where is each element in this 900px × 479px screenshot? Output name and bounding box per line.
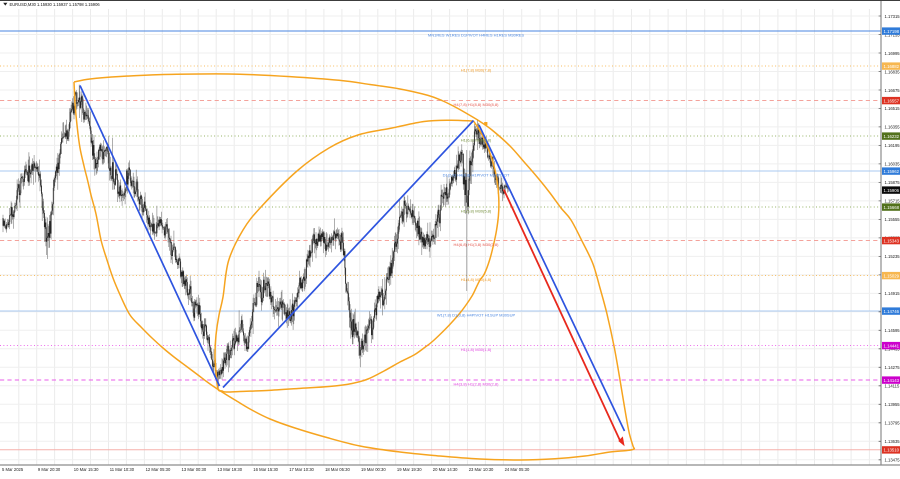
svg-text:20 Mar 14:30: 20 Mar 14:30: [433, 467, 458, 472]
svg-text:1.16675: 1.16675: [885, 88, 900, 93]
svg-text:1.13795: 1.13795: [885, 421, 900, 426]
svg-text:H1(6,8) M30(6,8): H1(6,8) M30(6,8): [461, 137, 492, 142]
svg-text:17 Mar 10:30: 17 Mar 10:30: [289, 467, 314, 472]
svg-text:1.16557: 1.16557: [884, 98, 900, 103]
svg-text:1.15029: 1.15029: [884, 273, 900, 278]
svg-text:1.15962: 1.15962: [884, 169, 900, 174]
svg-text:19 Mar 19:30: 19 Mar 19:30: [397, 467, 422, 472]
svg-text:10 Mar 15:30: 10 Mar 15:30: [74, 467, 99, 472]
svg-text:1.13955: 1.13955: [885, 402, 900, 407]
svg-text:1.14441: 1.14441: [884, 343, 900, 348]
svg-text:23 Mar 10:30: 23 Mar 10:30: [469, 467, 494, 472]
svg-text:1.16232: 1.16232: [884, 134, 900, 139]
svg-text:D1(2,8) H4(8,8) H1PIVOT M30PIV: D1(2,8) H4(8,8) H1PIVOT M30PIVOT: [443, 172, 510, 177]
svg-text:1.15906: 1.15906: [884, 188, 900, 193]
svg-text:1.16882: 1.16882: [884, 64, 900, 69]
svg-text:1.16195: 1.16195: [885, 143, 900, 148]
svg-text:18 Mar 05:30: 18 Mar 05:30: [325, 467, 350, 472]
svg-text:1.17315: 1.17315: [885, 14, 900, 19]
svg-text:1.16355: 1.16355: [885, 125, 900, 130]
svg-text:13 Mar 00:30: 13 Mar 00:30: [182, 467, 207, 472]
svg-text:9 Mar 20:30: 9 Mar 20:30: [38, 467, 61, 472]
svg-text:H1(4,8) M30(4,8): H1(4,8) M30(4,8): [461, 277, 492, 282]
svg-text:H1(5,8) M30(5,8): H1(5,8) M30(5,8): [461, 208, 492, 213]
svg-text:1.15343: 1.15343: [884, 238, 900, 243]
svg-text:1.14143: 1.14143: [884, 378, 900, 383]
svg-text:H1(7,8) M30(7,8): H1(7,8) M30(7,8): [461, 67, 492, 72]
svg-text:1.13475: 1.13475: [885, 458, 900, 463]
svg-text:1.15875: 1.15875: [885, 180, 900, 185]
svg-text:1.14275: 1.14275: [885, 365, 900, 370]
svg-text:1.15235: 1.15235: [885, 254, 900, 259]
svg-text:MN1RES W1RES D1PIVOT H4RES H1R: MN1RES W1RES D1PIVOT H4RES H1RES M30RES: [428, 32, 525, 37]
svg-text:EURUSD,M30 1.15930 1.15937 1.: EURUSD,M30 1.15930 1.15937 1.15798 1.159…: [10, 2, 101, 7]
svg-text:11 Mar 10:30: 11 Mar 10:30: [110, 467, 135, 472]
svg-text:1.14915: 1.14915: [885, 291, 900, 296]
svg-text:1.15668: 1.15668: [884, 205, 900, 210]
svg-text:16 Mar 15:30: 16 Mar 15:30: [253, 467, 278, 472]
svg-text:1.16515: 1.16515: [885, 106, 900, 111]
svg-text:H4(6,8) H1(3,8) M30(3,8): H4(6,8) H1(3,8) M30(3,8): [454, 242, 500, 247]
svg-text:1.16995: 1.16995: [885, 51, 900, 56]
svg-text:24 Mar 05:30: 24 Mar 05:30: [505, 467, 530, 472]
svg-text:1.16035: 1.16035: [885, 162, 900, 167]
svg-text:1.13635: 1.13635: [885, 439, 900, 444]
svg-text:H4(3,8) H1(2,8) M30(2,8): H4(3,8) H1(2,8) M30(2,8): [454, 381, 500, 386]
svg-text:W1(7,8) D1(3,8) H4PIVOT H1SUP: W1(7,8) D1(3,8) H4PIVOT H1SUP M30SUP: [437, 312, 516, 317]
svg-text:1.15555: 1.15555: [885, 217, 900, 222]
svg-text:1.14115: 1.14115: [885, 384, 900, 389]
svg-text:H1(1,8) M30(1,8): H1(1,8) M30(1,8): [461, 347, 492, 352]
svg-text:1.13510: 1.13510: [884, 448, 900, 453]
svg-text:12 Mar 05:30: 12 Mar 05:30: [146, 467, 171, 472]
svg-text:1.16835: 1.16835: [885, 69, 900, 74]
svg-text:5 Mar 2025: 5 Mar 2025: [2, 467, 24, 472]
svg-text:1.14746: 1.14746: [884, 309, 900, 314]
svg-text:13 Mar 19:30: 13 Mar 19:30: [217, 467, 242, 472]
svg-text:1.14595: 1.14595: [885, 328, 900, 333]
svg-text:H4(7,8) H1(8,8) M30(8,8): H4(7,8) H1(8,8) M30(8,8): [454, 102, 500, 107]
svg-text:1.17198: 1.17198: [884, 29, 900, 34]
svg-text:1.15715: 1.15715: [885, 199, 900, 204]
svg-text:19 Mar 00:30: 19 Mar 00:30: [361, 467, 386, 472]
